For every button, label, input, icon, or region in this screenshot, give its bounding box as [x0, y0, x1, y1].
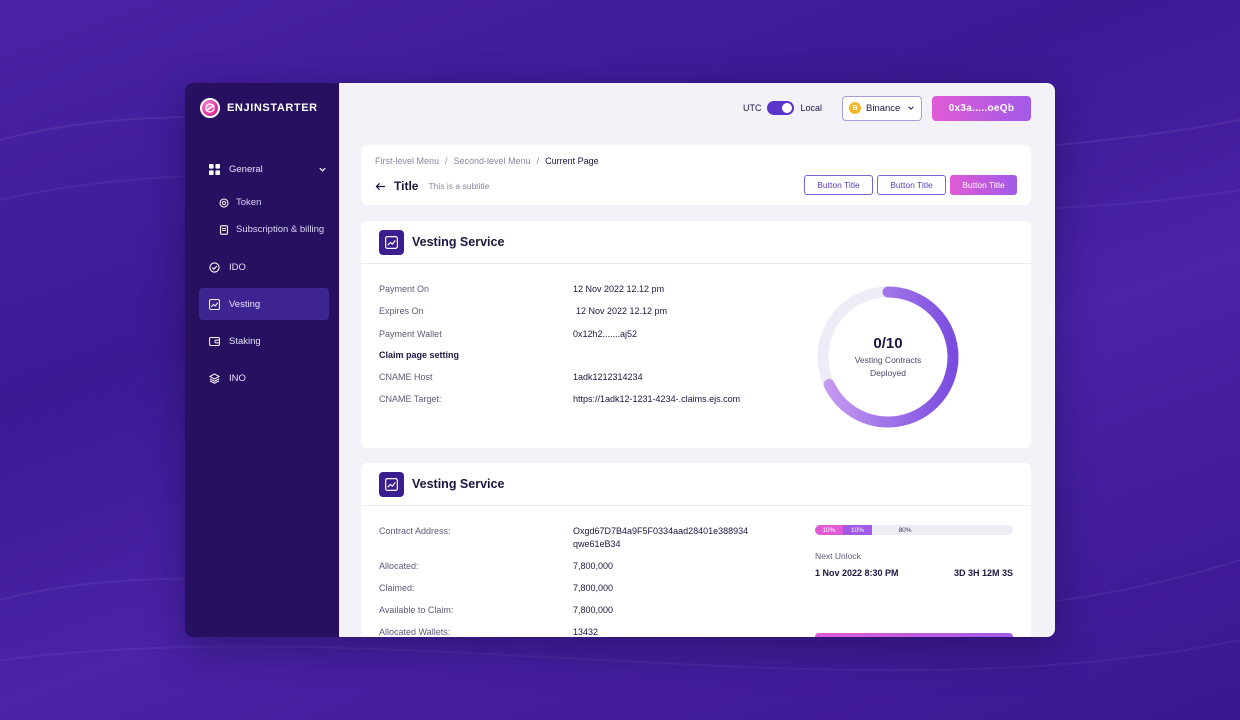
- coin-icon: [219, 197, 229, 208]
- cname-target-link[interactable]: https://1adk12-1231-4234-.claims.ejs.com: [573, 394, 741, 404]
- vesting-service-card: Vesting Service Contract Address: Oxgd67…: [361, 463, 1031, 637]
- field-value: 7,800,000: [573, 561, 614, 571]
- header-actions: Button Title Button Title Button Title: [804, 175, 1017, 195]
- breadcrumb-item[interactable]: First-level Menu: [375, 156, 440, 166]
- page-subtitle: This is a subtitle: [428, 181, 490, 191]
- check-circle-icon: [209, 261, 220, 273]
- sidebar-item-subscription[interactable]: Subscription & billing: [199, 216, 329, 243]
- card-header: Vesting Service: [361, 221, 1031, 264]
- secondary-button[interactable]: Button Title: [804, 175, 873, 195]
- contract-address-value-cont[interactable]: qwe61eB34: [573, 539, 621, 549]
- sidebar: ENJINSTARTER General Token Subscription …: [185, 83, 339, 637]
- page-title: Title: [394, 179, 419, 193]
- vesting-service-card: Vesting Service Payment On 12 Nov 2022 1…: [361, 221, 1031, 448]
- wallet-icon: [209, 336, 220, 346]
- sidebar-item-ido[interactable]: IDO: [199, 251, 329, 283]
- sidebar-item-vesting[interactable]: Vesting: [199, 288, 329, 320]
- field-value: 0x12h2.......aj52: [573, 329, 638, 339]
- field-value: 13432: [573, 627, 599, 637]
- back-arrow-icon[interactable]: [375, 181, 386, 192]
- contract-address-value[interactable]: Oxgd67D7B4a9F5F0334aad28401e388934: [573, 526, 749, 536]
- field-label: CNAME Target:: [379, 394, 442, 404]
- vesting-donut: 0/10 Vesting Contracts Deployed: [814, 283, 962, 431]
- field-label: Payment Wallet: [379, 329, 442, 339]
- secondary-button[interactable]: Button Title: [877, 175, 946, 195]
- field-label: Claimed:: [379, 583, 415, 593]
- app-window: ENJINSTARTER General Token Subscription …: [185, 83, 1055, 637]
- donut-label-line1: Vesting Contracts: [854, 354, 922, 365]
- sidebar-item-label: Subscription & billing: [236, 224, 325, 235]
- enjinstarter-logo-icon: [200, 98, 220, 118]
- chevron-down-icon[interactable]: [318, 165, 327, 174]
- layers-icon: [209, 372, 220, 384]
- donut-center: 0/10 Vesting Contracts Deployed: [814, 283, 962, 431]
- sidebar-item-label: IDO: [229, 261, 246, 273]
- field-label: Allocated:: [379, 561, 419, 571]
- chart-icon: [209, 298, 220, 310]
- progress-segment-1: 10%: [815, 525, 843, 535]
- field-value: 12 Nov 2022 12.12 pm: [573, 284, 665, 294]
- sidebar-item-label: Staking: [229, 335, 261, 347]
- grid-icon: [209, 163, 220, 175]
- section-heading: Claim page setting: [379, 350, 460, 360]
- progress-segment-2: 10%: [842, 525, 873, 535]
- network-select[interactable]: B Binance: [842, 95, 922, 121]
- sidebar-item-label: General: [229, 163, 263, 175]
- field-label: Expires On: [379, 306, 424, 316]
- sidebar-item-label: Token: [236, 197, 262, 208]
- card-header: Vesting Service: [361, 463, 1031, 506]
- main-content: UTC Local B Binance 0x3a.....oeQb First-…: [339, 83, 1055, 637]
- sidebar-item-label: Vesting: [229, 298, 261, 310]
- breadcrumb-current: Current Page: [545, 156, 599, 166]
- document-icon: [219, 224, 229, 235]
- brand-logo[interactable]: ENJINSTARTER: [185, 97, 339, 119]
- title-row: Title This is a subtitle: [375, 179, 489, 193]
- donut-arc: [817, 286, 959, 428]
- page-header: First-level Menu / Second-level Menu / C…: [361, 145, 1031, 205]
- card-title: Vesting Service: [412, 477, 505, 491]
- field-label: Allocated Wallets:: [379, 627, 451, 637]
- breadcrumb-separator: /: [445, 156, 448, 166]
- tz-utc-label: UTC: [742, 103, 762, 113]
- next-unlock-label: Next Unlock: [815, 551, 861, 561]
- field-value: 7,800,000: [573, 583, 614, 593]
- field-value: 12 Nov 2022 12.12 pm: [576, 306, 668, 316]
- field-label: Contract Address:: [379, 526, 451, 536]
- wallet-button[interactable]: 0x3a.....oeQb: [932, 95, 1031, 121]
- sidebar-item-token[interactable]: Token: [199, 189, 329, 216]
- topbar: UTC Local B Binance 0x3a.....oeQb: [339, 83, 1055, 133]
- brand-name: ENJINSTARTER: [227, 102, 318, 114]
- donut-chart: [817, 286, 959, 428]
- chart-icon: [379, 229, 404, 255]
- unlock-progress-bar: 10% 10% 80%: [815, 525, 1013, 535]
- breadcrumb-separator: /: [536, 156, 540, 166]
- donut-value: 0/10: [873, 334, 903, 352]
- sidebar-item-staking[interactable]: Staking: [199, 325, 329, 357]
- tz-local-label: Local: [800, 103, 822, 113]
- primary-button[interactable]: Button Title: [950, 175, 1017, 195]
- field-value: 7,800,000: [573, 605, 614, 615]
- timezone-toggle: UTC Local: [743, 101, 822, 115]
- claim-button[interactable]: [815, 633, 1013, 637]
- sidebar-nav: General Token Subscription & billing IDO…: [185, 153, 339, 394]
- field-label: CNAME Host: [379, 372, 433, 382]
- field-value: 1adk1212314234: [573, 372, 643, 382]
- card-title: Vesting Service: [412, 235, 505, 249]
- chart-icon: [379, 471, 404, 497]
- timezone-switch[interactable]: [767, 101, 795, 115]
- sidebar-item-ino[interactable]: INO: [199, 362, 329, 394]
- donut-label-line2: Deployed: [870, 367, 906, 378]
- field-label: Payment On: [379, 284, 430, 294]
- network-label: Binance: [866, 102, 901, 114]
- next-unlock-countdown: 3D 3H 12M 3S: [953, 568, 1013, 578]
- sidebar-item-general[interactable]: General: [199, 153, 329, 185]
- progress-segment-3: 80%: [898, 526, 912, 534]
- binance-icon: B: [849, 102, 861, 114]
- field-label: Available to Claim:: [379, 605, 454, 615]
- sidebar-item-label: INO: [229, 372, 246, 384]
- next-unlock-date: 1 Nov 2022 8:30 PM: [815, 568, 899, 578]
- breadcrumb-item[interactable]: Second-level Menu: [453, 156, 531, 166]
- chevron-down-icon: [908, 106, 914, 110]
- breadcrumb: First-level Menu / Second-level Menu / C…: [375, 156, 599, 166]
